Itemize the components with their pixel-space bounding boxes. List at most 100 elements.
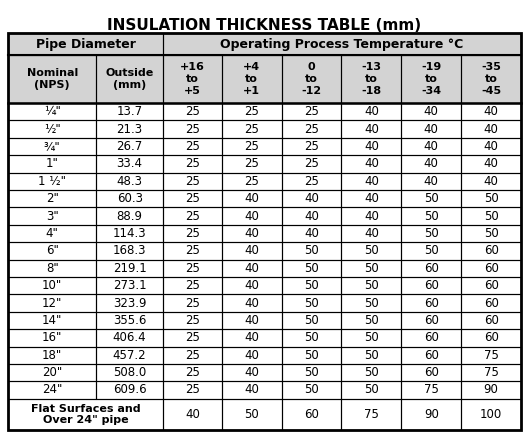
Bar bbox=[342, 381, 402, 399]
Bar bbox=[342, 155, 402, 172]
Text: 114.3: 114.3 bbox=[113, 227, 147, 240]
Text: 40: 40 bbox=[244, 331, 259, 345]
Bar bbox=[281, 260, 342, 277]
Bar bbox=[281, 190, 342, 207]
Text: 25: 25 bbox=[185, 175, 200, 188]
Bar bbox=[402, 329, 461, 347]
Text: 50: 50 bbox=[424, 244, 439, 257]
Bar bbox=[163, 399, 222, 430]
Text: 40: 40 bbox=[244, 192, 259, 205]
Bar bbox=[96, 155, 163, 172]
Text: 88.9: 88.9 bbox=[116, 209, 143, 223]
Bar bbox=[342, 242, 402, 260]
Text: 40: 40 bbox=[424, 158, 439, 170]
Text: +4
to
+1: +4 to +1 bbox=[243, 62, 260, 95]
Text: 40: 40 bbox=[244, 244, 259, 257]
Bar bbox=[281, 207, 342, 225]
Text: 50: 50 bbox=[304, 384, 319, 396]
Bar bbox=[281, 172, 342, 190]
Text: 60: 60 bbox=[424, 349, 439, 362]
Text: 13.7: 13.7 bbox=[116, 105, 143, 118]
Text: 50: 50 bbox=[424, 209, 439, 223]
Text: 24": 24" bbox=[42, 384, 62, 396]
Text: 33.4: 33.4 bbox=[116, 158, 143, 170]
Text: 25: 25 bbox=[244, 105, 259, 118]
Text: 60: 60 bbox=[424, 331, 439, 345]
Bar bbox=[163, 260, 222, 277]
Bar bbox=[96, 225, 163, 242]
Text: Operating Process Temperature °C: Operating Process Temperature °C bbox=[221, 37, 463, 51]
Text: 25: 25 bbox=[244, 158, 259, 170]
Text: 40: 40 bbox=[304, 209, 319, 223]
Text: 1 ½": 1 ½" bbox=[38, 175, 66, 188]
Bar bbox=[461, 225, 521, 242]
Text: 60: 60 bbox=[484, 262, 498, 275]
Text: 50: 50 bbox=[364, 366, 379, 379]
Text: 40: 40 bbox=[364, 140, 379, 153]
Bar bbox=[8, 121, 96, 138]
Text: 50: 50 bbox=[304, 349, 319, 362]
Text: Nominal
(NPS): Nominal (NPS) bbox=[26, 68, 78, 90]
Text: 40: 40 bbox=[364, 105, 379, 118]
Text: 60: 60 bbox=[484, 297, 498, 309]
Text: 40: 40 bbox=[244, 262, 259, 275]
Bar bbox=[402, 55, 461, 103]
Bar bbox=[402, 312, 461, 329]
Bar bbox=[222, 190, 281, 207]
Bar bbox=[222, 138, 281, 155]
Bar bbox=[163, 138, 222, 155]
Bar bbox=[402, 55, 461, 103]
Text: 25: 25 bbox=[185, 384, 200, 396]
Bar bbox=[163, 312, 222, 329]
Text: 25: 25 bbox=[244, 123, 259, 136]
Bar bbox=[96, 364, 163, 381]
Bar bbox=[402, 364, 461, 381]
Bar bbox=[461, 347, 521, 364]
Bar bbox=[342, 294, 402, 312]
Text: 40: 40 bbox=[304, 192, 319, 205]
Bar bbox=[222, 277, 281, 294]
Text: 219.1: 219.1 bbox=[113, 262, 147, 275]
Bar bbox=[163, 277, 222, 294]
Text: 50: 50 bbox=[244, 408, 259, 421]
Bar bbox=[342, 207, 402, 225]
Bar bbox=[222, 312, 281, 329]
Text: 50: 50 bbox=[484, 209, 498, 223]
Text: 0
to
-12: 0 to -12 bbox=[302, 62, 322, 95]
Text: 25: 25 bbox=[185, 209, 200, 223]
Text: 25: 25 bbox=[185, 158, 200, 170]
Text: 8": 8" bbox=[46, 262, 59, 275]
Text: 60: 60 bbox=[484, 314, 498, 327]
Bar bbox=[281, 399, 342, 430]
Text: 25: 25 bbox=[185, 349, 200, 362]
Bar bbox=[163, 207, 222, 225]
Bar bbox=[96, 242, 163, 260]
Text: 25: 25 bbox=[244, 140, 259, 153]
Bar bbox=[461, 155, 521, 172]
Bar bbox=[222, 329, 281, 347]
Text: 50: 50 bbox=[364, 384, 379, 396]
Text: 100: 100 bbox=[480, 408, 502, 421]
Bar bbox=[342, 121, 402, 138]
Bar bbox=[281, 121, 342, 138]
Bar bbox=[96, 55, 163, 103]
Text: 40: 40 bbox=[244, 297, 259, 309]
Bar bbox=[402, 138, 461, 155]
Text: 50: 50 bbox=[484, 227, 498, 240]
Bar bbox=[342, 190, 402, 207]
Text: 25: 25 bbox=[304, 140, 319, 153]
Text: 40: 40 bbox=[424, 123, 439, 136]
Bar bbox=[163, 364, 222, 381]
Bar bbox=[222, 347, 281, 364]
Bar bbox=[281, 312, 342, 329]
Bar bbox=[8, 55, 96, 103]
Bar bbox=[461, 294, 521, 312]
Bar bbox=[461, 121, 521, 138]
Bar bbox=[281, 294, 342, 312]
Bar bbox=[163, 55, 222, 103]
Bar bbox=[163, 347, 222, 364]
Text: 25: 25 bbox=[185, 123, 200, 136]
Text: 1": 1" bbox=[45, 158, 59, 170]
Text: 25: 25 bbox=[185, 227, 200, 240]
Bar bbox=[342, 55, 402, 103]
